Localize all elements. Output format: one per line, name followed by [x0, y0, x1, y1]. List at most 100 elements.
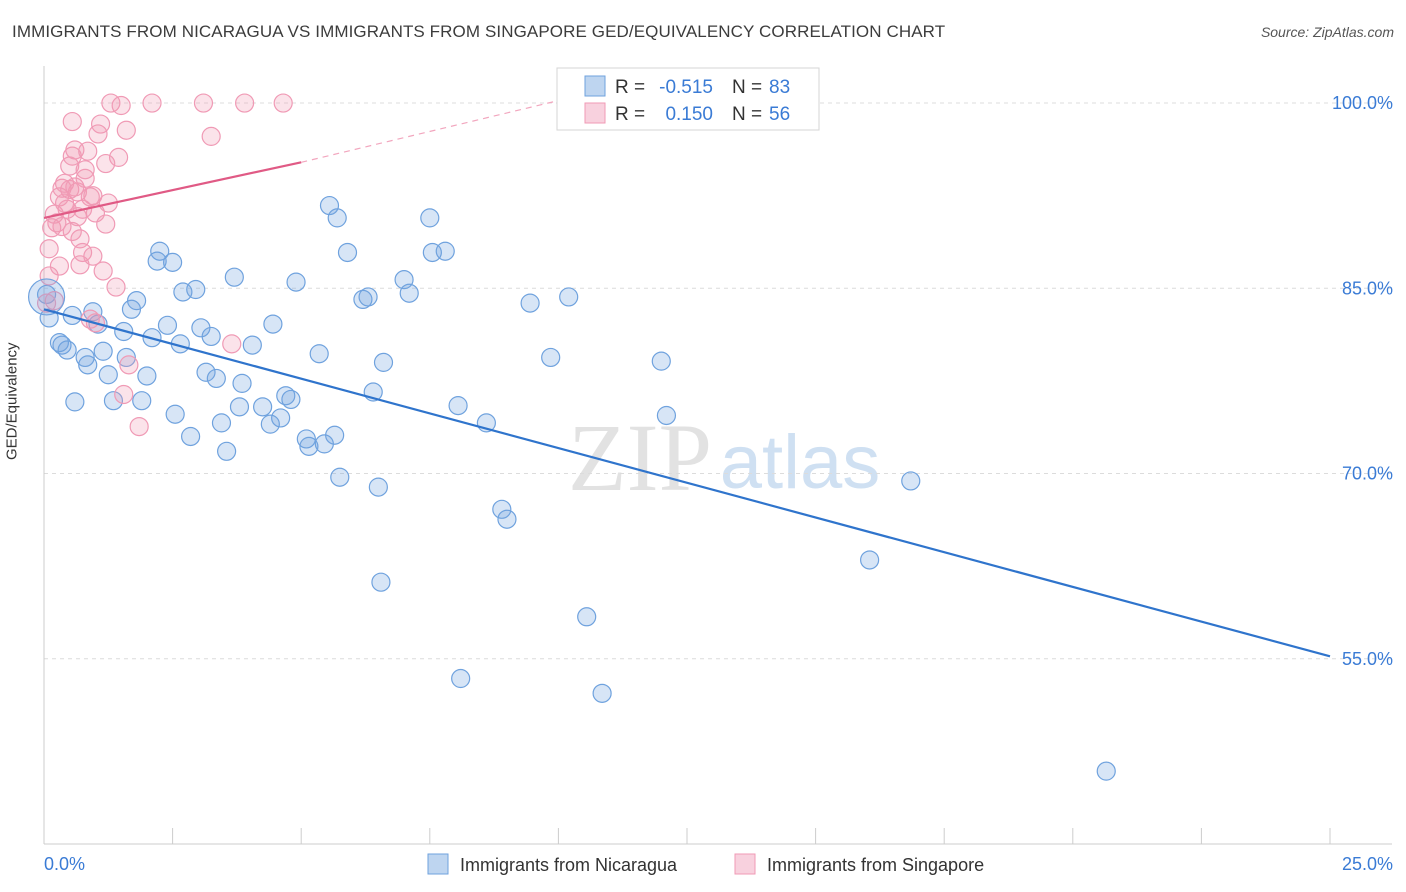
nicaragua-point	[224, 267, 244, 287]
nicaragua-point	[435, 241, 455, 261]
singapore-point	[96, 214, 116, 234]
singapore-point	[62, 221, 82, 242]
singapore-point	[72, 242, 93, 263]
nicaragua-point	[541, 347, 561, 368]
nicaragua-point	[276, 386, 296, 406]
nicaragua-point	[242, 335, 262, 355]
nicaragua-point	[65, 392, 85, 412]
nicaragua-point	[330, 467, 350, 487]
nicaragua-point	[181, 426, 201, 447]
singapore-point	[93, 261, 113, 281]
stats-n-label: N =	[732, 77, 762, 98]
nicaragua-point	[901, 471, 921, 491]
nicaragua-trend-line	[43, 308, 1331, 658]
nicaragua-point	[132, 391, 152, 411]
singapore-point	[116, 120, 136, 140]
nicaragua-point	[860, 550, 880, 570]
nicaragua-point	[27, 278, 66, 316]
nicaragua-point	[448, 396, 468, 416]
nicaragua-point	[325, 425, 345, 445]
stats-box	[556, 67, 820, 131]
singapore-point	[83, 186, 103, 206]
singapore-point	[65, 177, 85, 197]
x-tick-label: 25.0%	[1342, 854, 1393, 874]
nicaragua-point	[371, 572, 391, 592]
nicaragua-point	[211, 413, 232, 433]
nicaragua-point	[299, 436, 319, 456]
nicaragua-point	[49, 333, 70, 353]
nicaragua-point	[253, 397, 273, 417]
y-tick-label: 100.0%	[1332, 93, 1393, 113]
legend-label: Immigrants from Singapore	[767, 855, 984, 875]
nicaragua-point	[368, 477, 388, 497]
singapore-point	[39, 239, 59, 259]
nicaragua-point	[309, 344, 329, 364]
y-tick-label: 55.0%	[1342, 649, 1393, 669]
stats-r-value: 0.150	[665, 104, 713, 125]
nicaragua-point	[75, 347, 95, 368]
singapore-point	[52, 216, 72, 237]
stats-n-value: 83	[769, 77, 790, 98]
nicaragua-point	[337, 242, 358, 263]
stats-r-value: -0.515	[659, 77, 713, 98]
nicaragua-point	[592, 683, 612, 703]
nicaragua-point	[165, 404, 185, 424]
nicaragua-point	[206, 368, 226, 389]
singapore-point	[108, 147, 129, 167]
nicaragua-point	[157, 315, 178, 335]
singapore-point	[60, 179, 80, 200]
singapore-point	[222, 334, 242, 354]
nicaragua-point	[656, 405, 677, 426]
nicaragua-point	[93, 341, 113, 361]
nicaragua-point	[451, 668, 471, 689]
nicaragua-point	[281, 389, 301, 410]
singapore-point	[106, 277, 126, 297]
stats-r-label: R =	[615, 104, 645, 125]
nicaragua-point	[373, 352, 394, 372]
singapore-point	[47, 213, 67, 233]
nicaragua-point	[163, 252, 183, 272]
nicaragua-point	[196, 362, 216, 382]
nicaragua-point	[103, 391, 124, 411]
nicaragua-point	[286, 272, 306, 292]
legend-label: Immigrants from Nicaragua	[460, 855, 678, 875]
nicaragua-point	[98, 365, 118, 385]
nicaragua-point	[263, 314, 283, 334]
legend-swatch	[427, 853, 449, 875]
nicaragua-point	[420, 208, 440, 228]
legend-swatch	[734, 853, 756, 875]
singapore-point	[83, 246, 103, 266]
watermark-atlas: atlas	[720, 420, 881, 505]
nicaragua-point	[186, 279, 206, 300]
nicaragua-point	[229, 397, 250, 417]
singapore-point	[75, 160, 95, 180]
singapore-point	[44, 291, 64, 311]
nicaragua-point	[353, 289, 373, 309]
stats-swatch	[584, 102, 606, 124]
nicaragua-point	[217, 441, 237, 461]
nicaragua-point	[126, 291, 147, 311]
singapore-point	[36, 293, 57, 313]
singapore-point	[62, 111, 82, 132]
nicaragua-point	[1096, 761, 1116, 781]
singapore-point	[90, 114, 111, 134]
singapore-point	[114, 384, 134, 405]
nicaragua-point	[296, 429, 316, 449]
nicaragua-point	[651, 351, 671, 371]
singapore-point	[111, 95, 131, 116]
nicaragua-point	[358, 287, 378, 307]
singapore-point	[193, 93, 214, 113]
stats-r-label: R =	[615, 77, 645, 98]
nicaragua-point	[260, 414, 280, 434]
singapore-point	[119, 355, 139, 375]
singapore-point	[49, 256, 70, 276]
nicaragua-point	[497, 509, 517, 529]
nicaragua-point	[150, 241, 170, 261]
singapore-trend-line	[43, 161, 302, 219]
nicaragua-point	[116, 347, 136, 368]
nicaragua-point	[232, 373, 252, 393]
nicaragua-point	[399, 283, 419, 303]
stats-swatch	[584, 75, 606, 97]
nicaragua-point	[577, 607, 597, 627]
